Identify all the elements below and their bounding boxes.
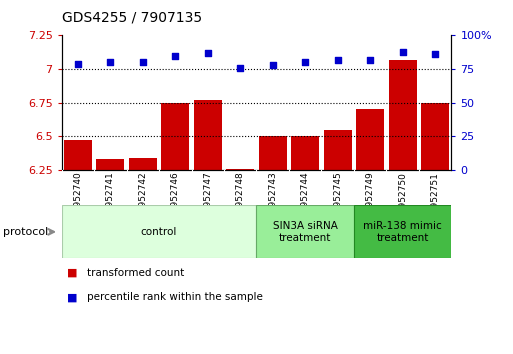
Bar	[259, 136, 287, 170]
Bar	[226, 169, 254, 170]
Text: GSM952747: GSM952747	[203, 172, 212, 227]
Bar	[354, 205, 451, 258]
Point	[431, 51, 439, 57]
Bar	[421, 103, 449, 170]
Text: GSM952748: GSM952748	[236, 172, 245, 227]
Text: GSM952751: GSM952751	[431, 172, 440, 227]
Point	[366, 57, 374, 62]
Bar	[64, 140, 92, 170]
Text: control: control	[141, 227, 177, 237]
Bar	[291, 136, 319, 170]
Text: GSM952745: GSM952745	[333, 172, 342, 227]
Text: protocol: protocol	[3, 227, 48, 237]
Point	[269, 62, 277, 68]
Text: GSM952744: GSM952744	[301, 172, 310, 226]
Text: miR-138 mimic
treatment: miR-138 mimic treatment	[363, 221, 442, 243]
Point	[106, 59, 114, 65]
Point	[74, 61, 82, 67]
Text: GSM952749: GSM952749	[366, 172, 374, 227]
Bar	[194, 100, 222, 170]
Text: GSM952750: GSM952750	[398, 172, 407, 227]
Bar	[256, 205, 354, 258]
Text: SIN3A siRNA
treatment: SIN3A siRNA treatment	[273, 221, 338, 243]
Point	[236, 65, 244, 70]
Bar	[62, 205, 256, 258]
Text: GSM952741: GSM952741	[106, 172, 115, 227]
Text: GSM952740: GSM952740	[73, 172, 82, 227]
Bar	[96, 159, 124, 170]
Text: GSM952746: GSM952746	[171, 172, 180, 227]
Text: GDS4255 / 7907135: GDS4255 / 7907135	[62, 11, 202, 25]
Text: ■: ■	[67, 268, 77, 278]
Bar	[357, 109, 384, 170]
Bar	[324, 130, 351, 170]
Point	[204, 50, 212, 56]
Point	[139, 59, 147, 65]
Point	[171, 53, 180, 58]
Text: ■: ■	[67, 292, 77, 302]
Text: GSM952742: GSM952742	[139, 172, 147, 226]
Bar	[129, 158, 156, 170]
Bar	[389, 59, 417, 170]
Bar	[162, 103, 189, 170]
Point	[333, 57, 342, 62]
Text: percentile rank within the sample: percentile rank within the sample	[87, 292, 263, 302]
Point	[399, 49, 407, 55]
Text: transformed count: transformed count	[87, 268, 185, 278]
Text: GSM952743: GSM952743	[268, 172, 277, 227]
Point	[301, 59, 309, 65]
